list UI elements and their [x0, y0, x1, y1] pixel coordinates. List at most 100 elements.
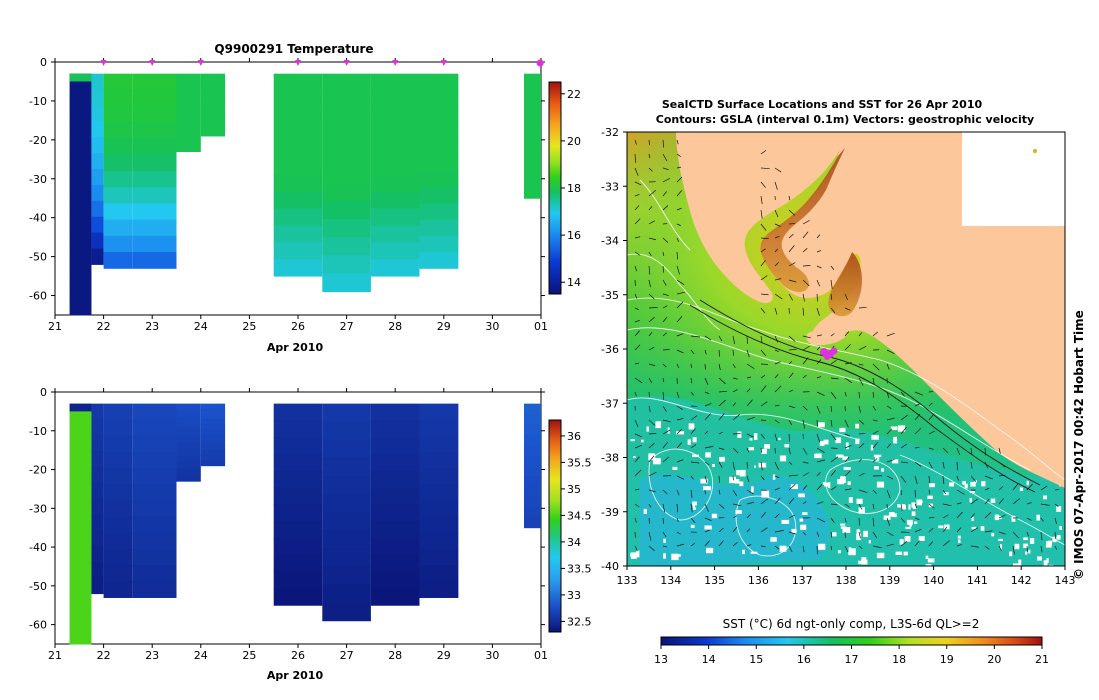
velocity-vector [844, 293, 848, 301]
cloud-patch [888, 512, 895, 517]
velocity-vector [732, 489, 738, 497]
profile-cell [419, 122, 459, 140]
velocity-vector [998, 531, 1006, 535]
velocity-vector [830, 333, 835, 337]
profile-cell [322, 584, 371, 604]
cloud-patch [927, 495, 933, 500]
velocity-vector [718, 503, 725, 509]
velocity-vector [662, 405, 667, 413]
velocity-vector [718, 413, 725, 421]
profile-cell [273, 124, 323, 142]
velocity-vector [956, 527, 962, 533]
velocity-vector [914, 413, 921, 421]
map-title-line1: SealCTD Surface Locations and SST for 26… [662, 98, 983, 111]
cloud-patch [969, 491, 976, 494]
profile-cell [91, 184, 104, 202]
x-tick-label: 27 [340, 320, 354, 333]
cloud-patch [1056, 506, 1062, 512]
cloud-patch [863, 530, 868, 538]
velocity-vector [998, 447, 1001, 454]
x-tick-label: 24 [194, 649, 208, 662]
profile-cell [132, 106, 177, 123]
velocity-vector [1026, 483, 1033, 491]
velocity-vector [774, 167, 782, 173]
profile-cell [273, 588, 323, 606]
profile-cell [69, 563, 92, 585]
x-tick-label: 28 [388, 320, 402, 333]
temperature-chart: Q9900291 Temperature 21 22 23 24 25 26 27 28 29 3… [29, 42, 581, 354]
velocity-vector [662, 191, 667, 197]
profile-cell [273, 158, 323, 176]
cloud-patch [856, 498, 863, 504]
velocity-vector [830, 307, 836, 314]
cloud-patch [702, 486, 711, 491]
profile-cell [69, 603, 92, 625]
profile-cell [419, 532, 459, 550]
profile-cell [370, 124, 420, 142]
profile-cell [176, 403, 201, 411]
profile-cell [132, 500, 177, 518]
y-tick-label: -10 [29, 95, 47, 108]
cloud-patch [671, 553, 679, 561]
profile-cell [523, 507, 541, 518]
profile-cell [322, 110, 371, 129]
velocity-vector [928, 527, 934, 533]
velocity-vector [634, 205, 640, 211]
velocity-vector [760, 195, 763, 205]
velocity-vector [844, 545, 849, 553]
velocity-vector [900, 426, 907, 435]
x-tick-label: 27 [340, 649, 354, 662]
temperature-colorbar [548, 81, 562, 295]
velocity-vector [662, 531, 667, 538]
velocity-vector [662, 139, 665, 148]
velocity-vector [872, 503, 875, 510]
profile-cell [273, 538, 323, 556]
cloud-patch [875, 455, 880, 461]
velocity-vector [676, 531, 681, 535]
cloud-patch [925, 555, 929, 559]
velocity-vector [774, 475, 780, 479]
cloud-patch [779, 455, 787, 462]
velocity-vector [886, 531, 894, 537]
profile-cell [419, 403, 459, 421]
velocity-vector [634, 167, 639, 176]
cloud-patch [748, 447, 755, 451]
profile-cell [176, 145, 201, 153]
profile-cell [523, 94, 541, 106]
profile-cell [132, 468, 177, 485]
profile-cell [322, 602, 371, 622]
y-tick-label: 0 [40, 56, 47, 69]
velocity-vector [816, 472, 821, 477]
cloud-patch [873, 454, 882, 457]
velocity-vector [1054, 517, 1057, 525]
velocity-vector [760, 385, 767, 393]
cloud-patch [712, 463, 715, 468]
velocity-vector [676, 459, 684, 463]
profile-cell [273, 242, 323, 260]
profile-cell [370, 420, 420, 438]
velocity-vector [662, 545, 668, 548]
velocity-vector [774, 419, 780, 424]
colorbar-tick-label: 33.5 [567, 562, 592, 575]
profile-cell [370, 538, 420, 556]
lat-tick-label: -37 [601, 397, 619, 410]
profile-cell [419, 516, 459, 534]
cloud-patch [800, 524, 807, 530]
velocity-vector [718, 489, 721, 495]
velocity-vector [914, 517, 920, 520]
velocity-vector [914, 528, 922, 533]
velocity-vector [886, 489, 891, 499]
velocity-vector [774, 262, 779, 267]
velocity-vector [788, 484, 796, 491]
cloud-patch [858, 507, 865, 514]
velocity-vector [662, 205, 669, 211]
profile-cell [91, 73, 104, 91]
velocity-vector [648, 316, 655, 323]
profile-cell [523, 135, 541, 147]
sst-colorbar: SST (°C) 6d ngt-only comp, L3S-6d QL>=2 … [654, 617, 1049, 666]
velocity-vector [760, 498, 768, 505]
cloud-patch [883, 515, 891, 520]
x-tick-label: 22 [97, 649, 111, 662]
profile-cell [370, 242, 420, 260]
velocity-vector [676, 176, 683, 183]
